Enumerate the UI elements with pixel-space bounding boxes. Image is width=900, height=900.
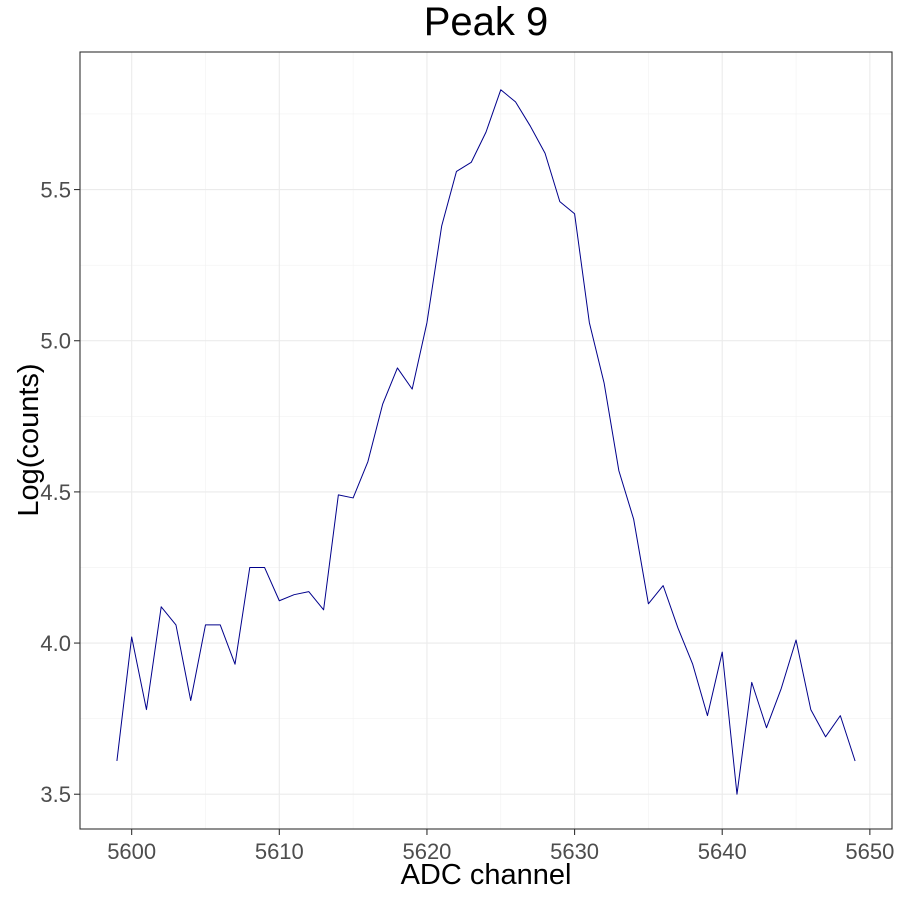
y-tick-label-0: 3.5 bbox=[40, 782, 71, 807]
y-tick-label-1: 4.0 bbox=[40, 631, 71, 656]
chart-title: Peak 9 bbox=[424, 0, 549, 44]
x-tick-label-1: 5610 bbox=[255, 839, 304, 864]
y-tick-label-4: 5.5 bbox=[40, 178, 71, 203]
x-tick-label-5: 5650 bbox=[845, 839, 894, 864]
minor-gridlines bbox=[80, 52, 892, 829]
major-gridlines bbox=[80, 52, 892, 829]
x-tick-label-4: 5640 bbox=[698, 839, 747, 864]
x-tick-label-0: 5600 bbox=[107, 839, 156, 864]
series-line bbox=[116, 89, 856, 795]
x-axis-ticks: 5600 5610 5620 5630 5640 5650 bbox=[107, 829, 894, 864]
x-tick-label-3: 5630 bbox=[550, 839, 599, 864]
plot-panel-border bbox=[79, 51, 893, 830]
x-tick-label-2: 5620 bbox=[402, 839, 451, 864]
y-axis-ticks: 3.5 4.0 4.5 5.0 5.5 bbox=[40, 178, 80, 807]
y-tick-label-3: 5.0 bbox=[40, 329, 71, 354]
y-axis-title: Log(counts) bbox=[13, 363, 45, 516]
x-axis-title: ADC channel bbox=[401, 859, 572, 891]
y-tick-label-2: 4.5 bbox=[40, 480, 71, 505]
